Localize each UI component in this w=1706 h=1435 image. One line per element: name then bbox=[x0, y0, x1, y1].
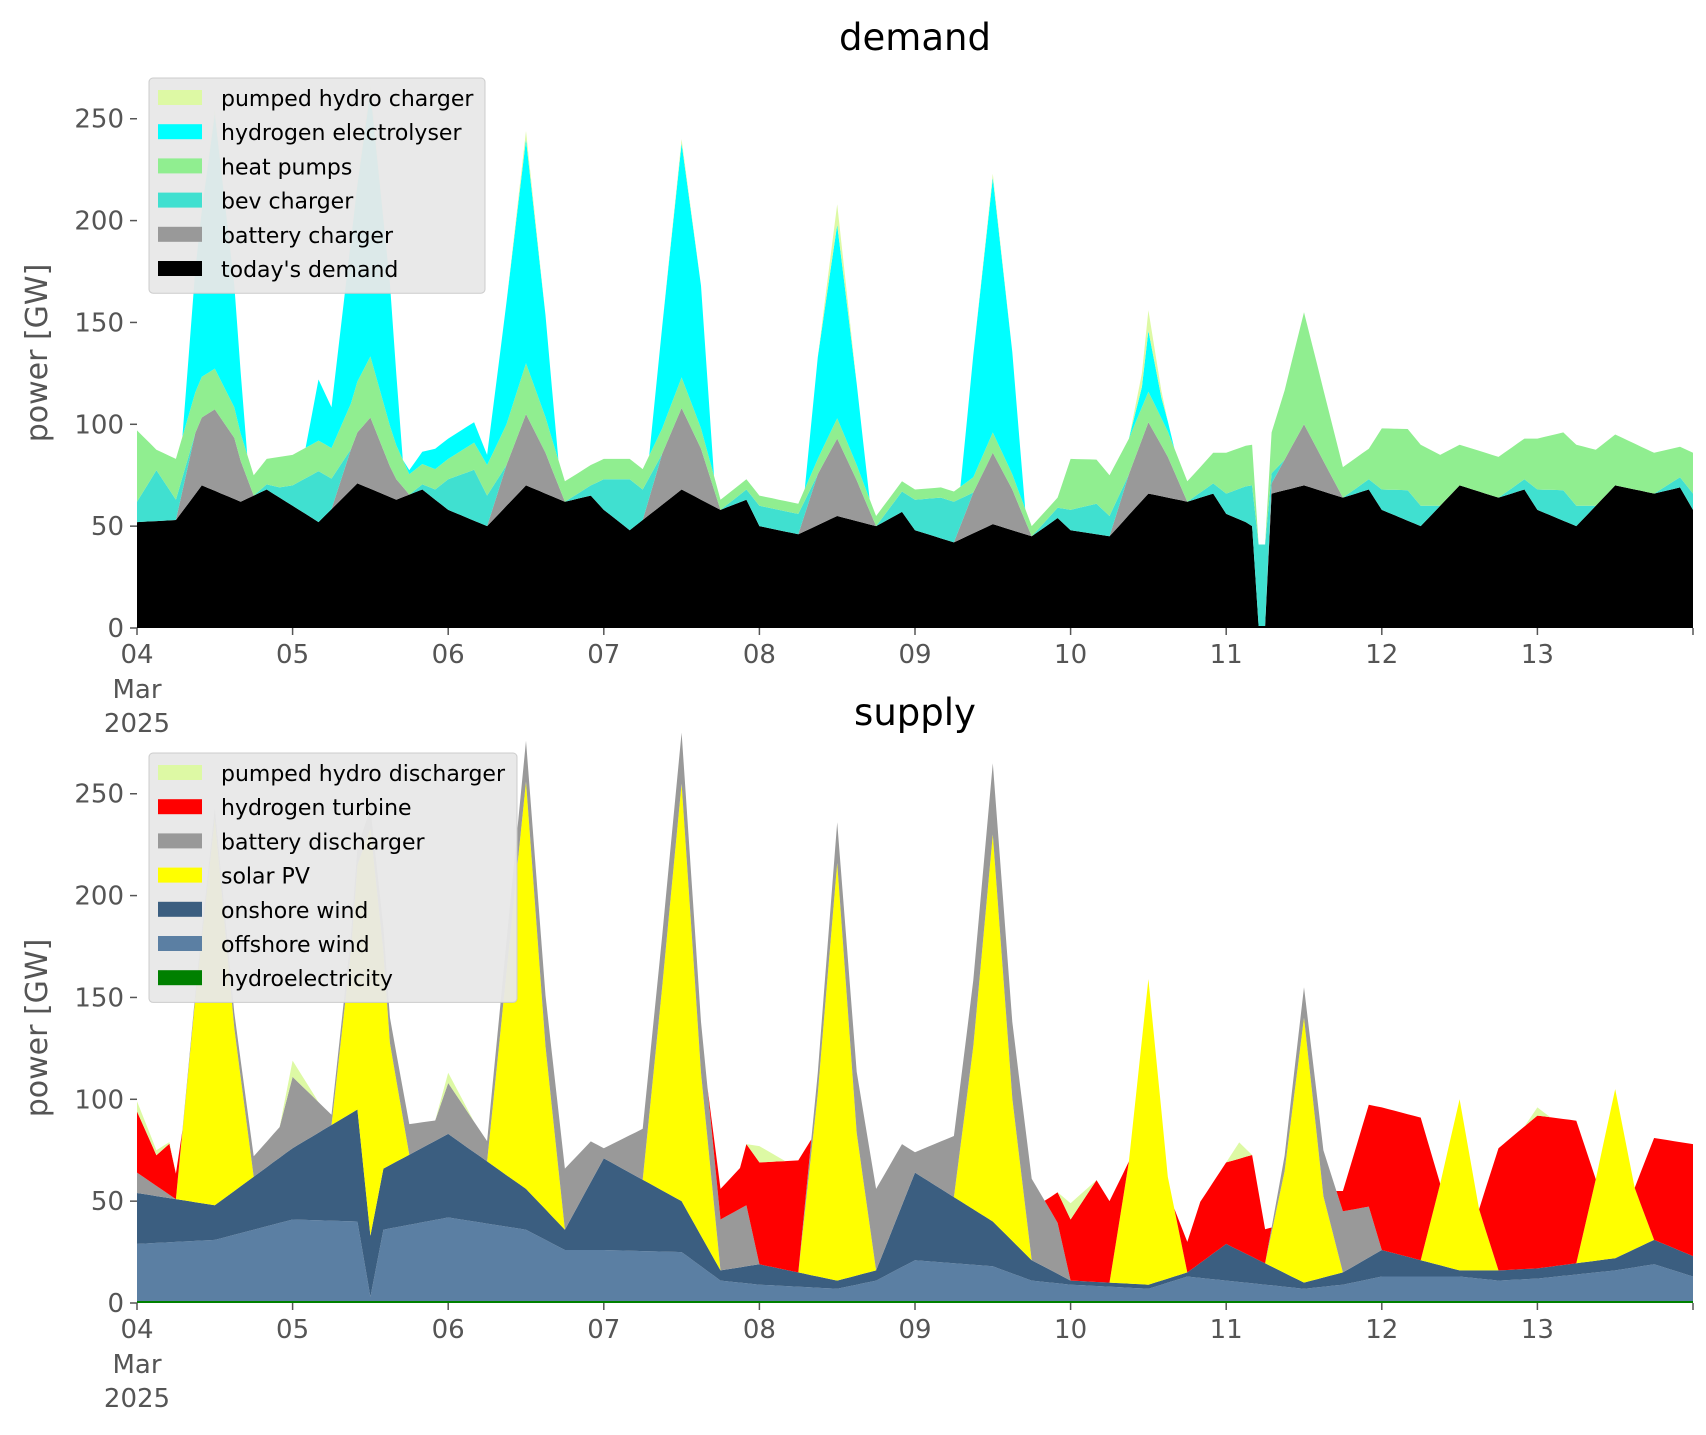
y-tick-label: 200 bbox=[74, 207, 124, 237]
x-tick-label: 08 bbox=[743, 640, 776, 670]
y-tick-label: 250 bbox=[74, 780, 124, 810]
legend-swatch bbox=[158, 90, 202, 105]
legend-swatch bbox=[158, 765, 202, 780]
legend-label: offshore wind bbox=[221, 933, 370, 958]
legend-box bbox=[148, 752, 518, 1003]
x-tick-sublabel: Mar bbox=[112, 675, 161, 705]
y-tick-label: 50 bbox=[91, 1187, 124, 1217]
legend-label: onshore wind bbox=[221, 899, 368, 924]
legend-swatch bbox=[158, 124, 202, 140]
y-axis-label: power [GW] bbox=[20, 939, 55, 1118]
legend-label: bev charger bbox=[221, 190, 354, 215]
area-onshore-wind bbox=[137, 1109, 1693, 1297]
legend-swatch bbox=[158, 799, 202, 815]
legend: pumped hydro charger hydrogen electrolyse… bbox=[148, 77, 486, 294]
chart-title: demand bbox=[839, 16, 991, 59]
legend-box bbox=[148, 77, 486, 294]
y-tick-label: 250 bbox=[74, 105, 124, 135]
legend-label: battery discharger bbox=[221, 830, 426, 855]
y-axis-label: power [GW] bbox=[20, 264, 55, 443]
x-tick-label: 11 bbox=[1210, 640, 1243, 670]
area-battery-discharger bbox=[137, 732, 1693, 1283]
legend-label: solar PV bbox=[221, 865, 310, 890]
legend-swatch bbox=[158, 833, 202, 849]
area-hydrogen-electrolyser bbox=[137, 91, 1693, 545]
legend-swatch bbox=[158, 970, 202, 986]
y-tick-label: 50 bbox=[91, 512, 124, 542]
area-heat-pumps bbox=[137, 312, 1693, 545]
x-tick-label: 12 bbox=[1365, 1315, 1398, 1345]
x-tick-sublabel: 2025 bbox=[104, 709, 170, 739]
legend-swatch bbox=[158, 867, 202, 883]
legend-swatch bbox=[158, 226, 202, 242]
legend-swatch bbox=[158, 261, 202, 276]
x-tick-label: 10 bbox=[1054, 640, 1087, 670]
y-tick-label: 0 bbox=[107, 1289, 124, 1319]
legend-swatch bbox=[158, 158, 202, 174]
legend-label: pumped hydro discharger bbox=[221, 762, 506, 787]
legend-label: hydrogen electrolyser bbox=[221, 121, 462, 146]
x-tick-label: 08 bbox=[743, 1315, 776, 1345]
area-hydroelectricity bbox=[137, 1301, 1693, 1303]
x-tick-label: 13 bbox=[1521, 640, 1554, 670]
x-tick-label: 07 bbox=[587, 640, 620, 670]
y-tick-label: 0 bbox=[107, 614, 124, 644]
area-battery-charger bbox=[137, 408, 1693, 626]
chart-title: supply bbox=[854, 691, 976, 734]
x-tick-label: 06 bbox=[432, 640, 465, 670]
y-tick-label: 100 bbox=[74, 410, 124, 440]
x-tick-label: 05 bbox=[276, 1315, 309, 1345]
x-tick-label: 07 bbox=[587, 1315, 620, 1345]
y-tick-label: 100 bbox=[74, 1085, 124, 1115]
area-bev-charger bbox=[137, 408, 1693, 626]
area-hydrogen-turbine bbox=[137, 732, 1693, 1283]
y-tick-label: 200 bbox=[74, 882, 124, 912]
legend-swatch bbox=[158, 901, 202, 917]
x-tick-label: 06 bbox=[432, 1315, 465, 1345]
legend-swatch bbox=[158, 936, 202, 951]
legend-label: today's demand bbox=[221, 258, 398, 283]
x-tick-label: 10 bbox=[1054, 1315, 1087, 1345]
x-tick-label: 13 bbox=[1521, 1315, 1554, 1345]
legend-label: pumped hydro charger bbox=[221, 87, 474, 112]
area-today-s-demand bbox=[137, 483, 1693, 628]
x-tick-label: 04 bbox=[120, 640, 153, 670]
x-tick-label: 04 bbox=[120, 1315, 153, 1345]
legend-label: hydrogen turbine bbox=[221, 796, 412, 821]
x-tick-sublabel: Mar bbox=[112, 1350, 161, 1380]
legend-swatch bbox=[158, 192, 202, 208]
y-tick-label: 150 bbox=[74, 983, 124, 1013]
x-tick-label: 05 bbox=[276, 640, 309, 670]
area-offshore-wind bbox=[137, 1217, 1693, 1301]
x-tick-label: 09 bbox=[898, 640, 931, 670]
legend-label: hydroelectricity bbox=[221, 967, 393, 992]
legend-label: heat pumps bbox=[221, 155, 352, 180]
x-tick-label: 11 bbox=[1210, 1315, 1243, 1345]
x-tick-label: 09 bbox=[898, 1315, 931, 1345]
x-tick-sublabel: 2025 bbox=[104, 1384, 170, 1414]
area-solar-pv bbox=[137, 781, 1693, 1285]
legend: pumped hydro discharger hydrogen turbine b… bbox=[148, 752, 518, 1003]
y-tick-label: 150 bbox=[74, 308, 124, 338]
legend-label: battery charger bbox=[221, 224, 394, 249]
x-tick-label: 12 bbox=[1365, 640, 1398, 670]
